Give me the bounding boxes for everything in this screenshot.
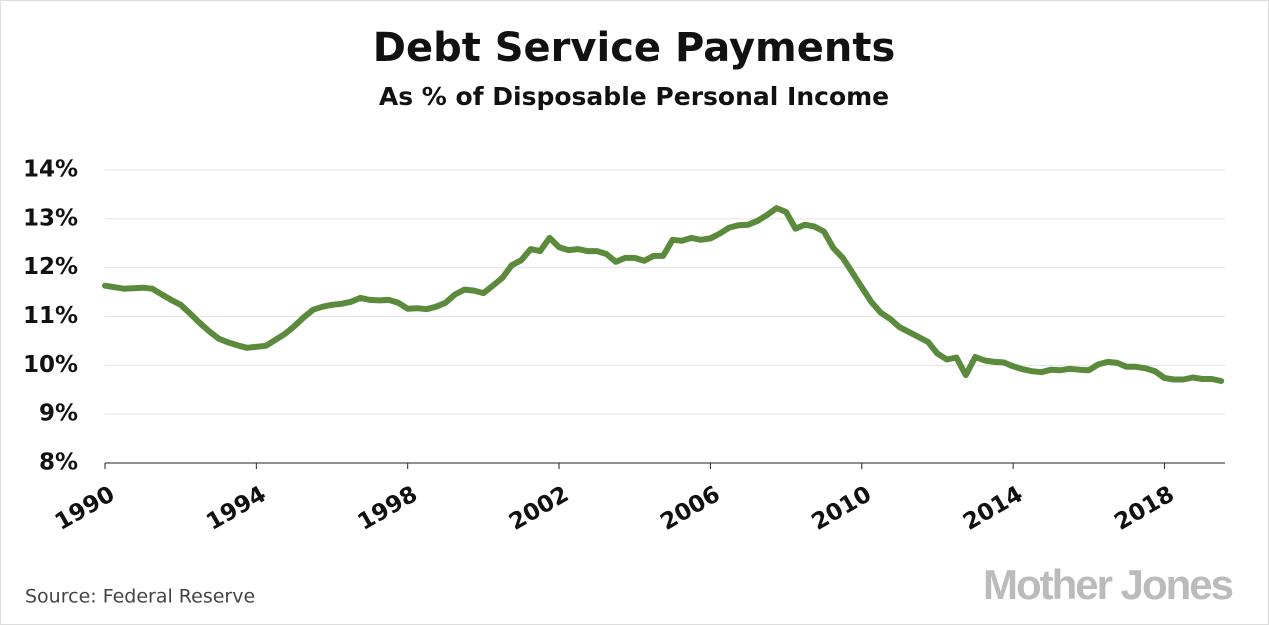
y-tick-label: 14%: [23, 157, 78, 183]
y-tick-label: 12%: [23, 254, 78, 280]
y-tick-label: 11%: [23, 303, 78, 329]
y-tick-label: 10%: [23, 352, 78, 378]
y-tick-label: 13%: [23, 205, 78, 231]
data-line: [102, 205, 1225, 384]
chart-subtitle: As % of Disposable Personal Income: [379, 82, 889, 111]
y-tick-label: 8%: [39, 450, 78, 476]
logo: Mother Jones: [983, 561, 1233, 608]
chart-title: Debt Service Payments: [373, 25, 896, 71]
source-note: Source: Federal Reserve: [25, 586, 255, 608]
y-tick-label: 9%: [39, 401, 78, 427]
